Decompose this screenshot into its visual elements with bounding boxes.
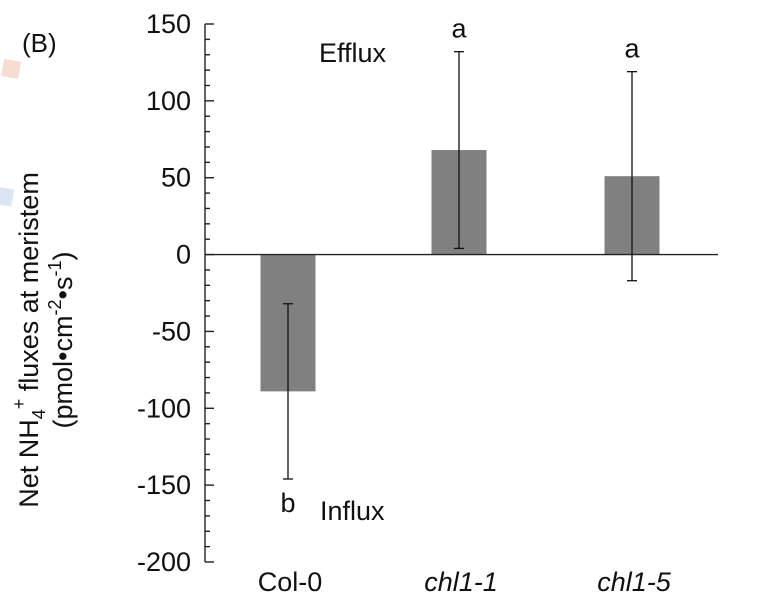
x-category-label: chl1-1	[424, 567, 498, 597]
y-axis-title-line1: Net NH4+ fluxes at meristem	[9, 172, 49, 508]
y-tick-label: 100	[146, 86, 191, 116]
y-axis-title: Net NH4+ fluxes at meristem (pmol•cm-2•s…	[9, 172, 78, 508]
y-tick-label: 50	[161, 163, 191, 193]
y-tick-label: 150	[146, 9, 191, 39]
panel-label: (B)	[22, 28, 57, 58]
significance-letter: a	[451, 14, 467, 44]
efflux-annotation: Efflux	[319, 38, 387, 68]
y-tick-label: -200	[137, 547, 191, 577]
plot-area: 150 100 50 0 -50 -100 -150 -200 Col-0 chl1-1 chl1-…	[137, 9, 718, 597]
significance-letter: a	[624, 34, 640, 64]
y-axis-title-line2: (pmol•cm-2•s-1)	[45, 252, 78, 429]
significance-letter: b	[280, 488, 295, 518]
y-tick-label: -150	[137, 470, 191, 500]
x-category-label: Col-0	[258, 567, 323, 597]
x-category-label: chl1-5	[597, 567, 672, 597]
influx-annotation: Influx	[320, 496, 385, 526]
y-tick-label: 0	[176, 240, 191, 270]
y-tick-label: -50	[152, 316, 191, 346]
y-tick-label: -100	[137, 393, 191, 423]
